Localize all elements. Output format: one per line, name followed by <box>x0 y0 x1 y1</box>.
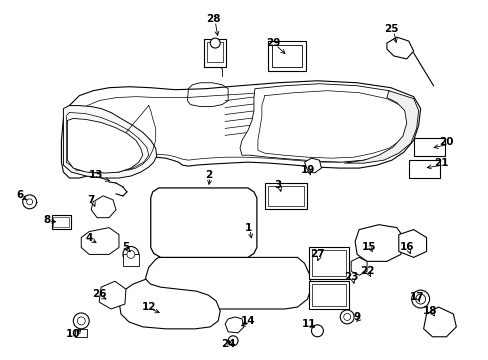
Text: 11: 11 <box>302 319 316 329</box>
Circle shape <box>22 195 37 209</box>
Polygon shape <box>398 230 426 257</box>
Polygon shape <box>350 257 366 275</box>
Polygon shape <box>386 37 413 59</box>
Bar <box>309 281 348 309</box>
Text: 21: 21 <box>433 158 448 168</box>
Text: 24: 24 <box>221 339 235 349</box>
Circle shape <box>411 290 428 308</box>
Bar <box>271 45 301 67</box>
Text: 12: 12 <box>141 302 156 312</box>
Circle shape <box>27 199 33 205</box>
Polygon shape <box>119 279 220 329</box>
Bar <box>207 42 223 62</box>
Text: 13: 13 <box>89 170 103 180</box>
Circle shape <box>415 294 425 304</box>
Bar <box>163 299 207 319</box>
Text: 28: 28 <box>205 14 220 24</box>
Bar <box>413 138 445 156</box>
Text: 4: 4 <box>85 233 93 243</box>
Text: 23: 23 <box>343 272 358 282</box>
Polygon shape <box>224 317 244 333</box>
Text: 5: 5 <box>122 243 129 252</box>
Circle shape <box>127 251 135 258</box>
Text: 18: 18 <box>423 306 437 316</box>
Polygon shape <box>423 307 455 337</box>
Text: 27: 27 <box>309 249 324 260</box>
Text: 25: 25 <box>384 24 398 34</box>
Text: 16: 16 <box>399 243 413 252</box>
Bar <box>106 238 113 249</box>
Text: 2: 2 <box>204 170 211 180</box>
Bar <box>75 329 87 337</box>
Text: 10: 10 <box>66 329 81 339</box>
Circle shape <box>127 256 135 264</box>
Polygon shape <box>61 81 420 178</box>
Text: 22: 22 <box>359 266 373 276</box>
Text: 26: 26 <box>92 289 106 299</box>
Bar <box>96 238 103 249</box>
Bar <box>267 186 303 206</box>
Polygon shape <box>344 91 418 163</box>
Text: 15: 15 <box>361 243 375 252</box>
Bar <box>267 41 305 71</box>
Polygon shape <box>63 105 156 178</box>
Polygon shape <box>240 84 416 162</box>
Text: 8: 8 <box>43 215 50 225</box>
Text: 9: 9 <box>353 312 360 322</box>
Text: 6: 6 <box>16 190 23 200</box>
Polygon shape <box>150 188 256 257</box>
Polygon shape <box>81 228 119 255</box>
Polygon shape <box>304 158 321 173</box>
Polygon shape <box>99 281 126 309</box>
Bar <box>408 160 440 178</box>
Polygon shape <box>67 118 142 173</box>
Bar <box>86 238 93 249</box>
Text: 17: 17 <box>408 292 423 302</box>
Bar <box>53 217 69 227</box>
Text: 14: 14 <box>240 316 255 326</box>
Bar <box>312 251 346 276</box>
Text: 1: 1 <box>244 222 251 233</box>
Bar <box>312 284 346 306</box>
Bar <box>51 215 71 229</box>
Bar <box>309 247 348 279</box>
Polygon shape <box>145 257 311 309</box>
Bar <box>122 255 139 266</box>
Bar <box>264 183 306 209</box>
Circle shape <box>311 325 323 337</box>
Text: 19: 19 <box>300 165 314 175</box>
Circle shape <box>210 38 220 48</box>
Text: 29: 29 <box>266 38 281 48</box>
Polygon shape <box>354 225 403 261</box>
Circle shape <box>122 247 139 262</box>
Polygon shape <box>91 196 116 218</box>
Circle shape <box>340 310 353 324</box>
Circle shape <box>77 317 85 325</box>
Circle shape <box>228 336 238 346</box>
Circle shape <box>73 313 89 329</box>
Text: 20: 20 <box>438 137 453 147</box>
Text: 7: 7 <box>87 195 95 205</box>
Circle shape <box>343 314 350 320</box>
Bar <box>204 39 225 67</box>
Text: 3: 3 <box>274 180 281 190</box>
